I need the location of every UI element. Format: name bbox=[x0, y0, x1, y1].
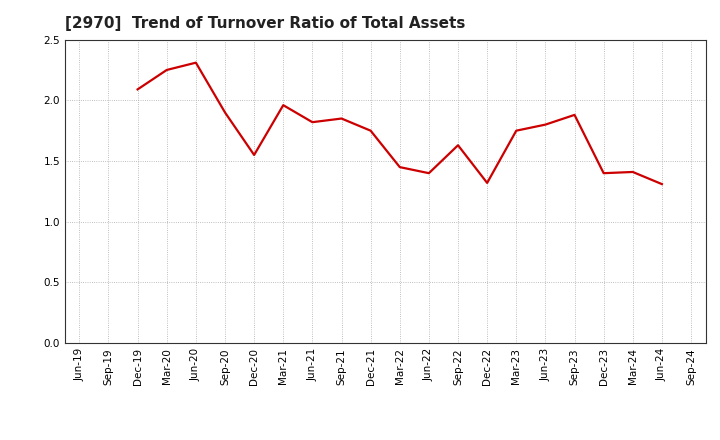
Text: [2970]  Trend of Turnover Ratio of Total Assets: [2970] Trend of Turnover Ratio of Total … bbox=[65, 16, 465, 32]
